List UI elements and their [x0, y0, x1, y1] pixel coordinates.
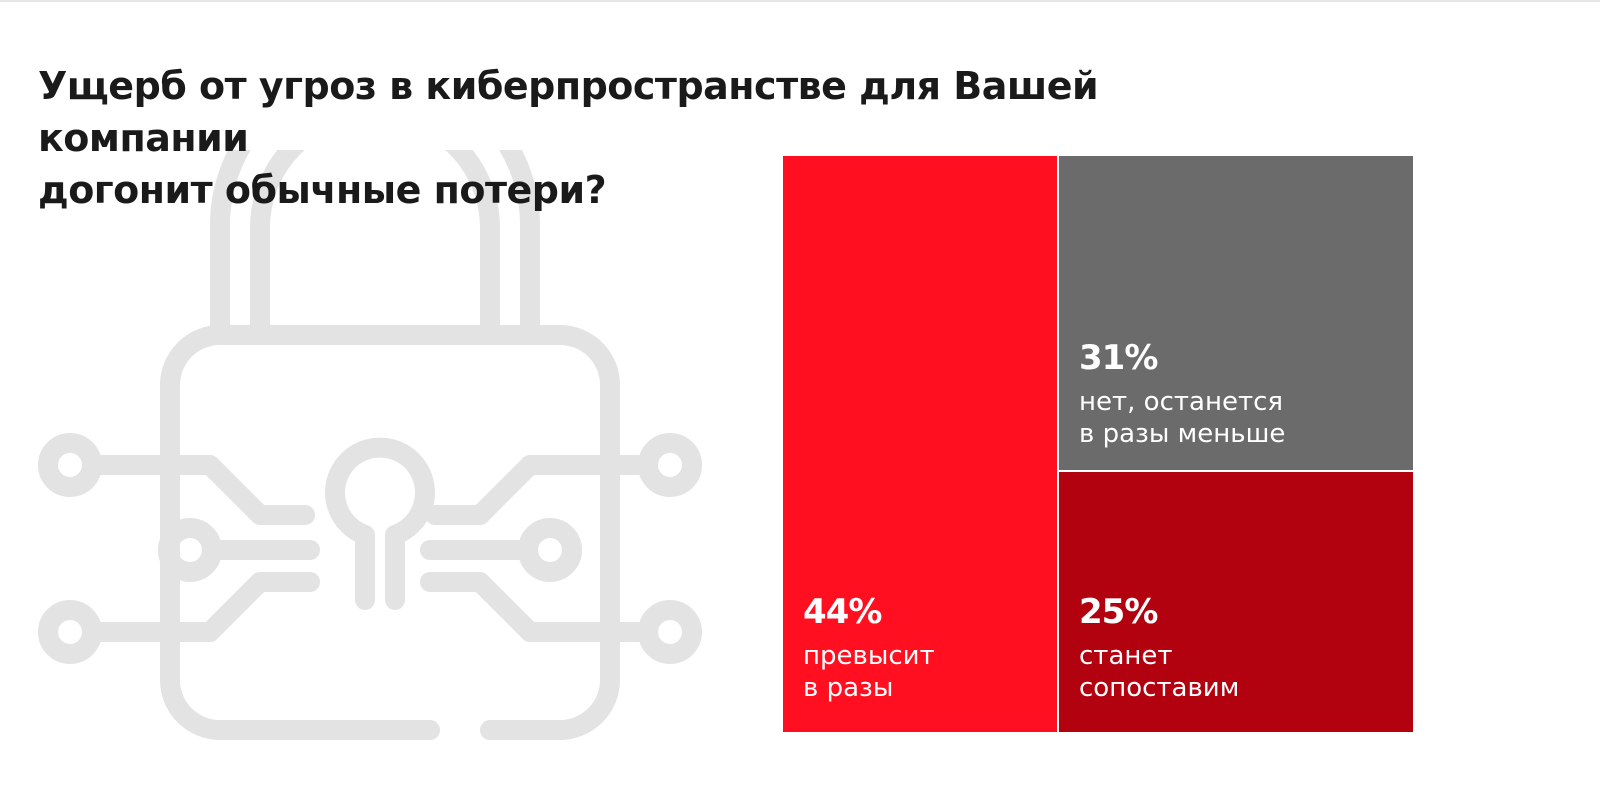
treemap-cell-exceed: 44% превысит в разы	[783, 156, 1057, 732]
treemap-chart: 44% превысит в разы 31% нет, останется в…	[783, 156, 1413, 732]
treemap-label: превысит в разы	[803, 641, 935, 703]
page-title: Ущерб от угроз в киберпространстве для В…	[38, 60, 1238, 216]
treemap-cell-less: 31% нет, останется в разы меньше	[1059, 156, 1413, 470]
treemap-value: 44%	[803, 592, 882, 632]
top-divider	[0, 0, 1600, 2]
padlock-circuit-icon	[38, 150, 702, 740]
title-line-1: Ущерб от угроз в киберпространстве для В…	[38, 64, 1099, 160]
treemap-label: нет, останется в разы меньше	[1079, 387, 1286, 449]
title-line-2: догонит обычные потери?	[38, 168, 607, 212]
treemap-value: 31%	[1079, 338, 1158, 378]
treemap-value: 25%	[1079, 592, 1158, 632]
treemap-label: станет сопоставим	[1079, 641, 1240, 703]
treemap-cell-comparable: 25% станет сопоставим	[1059, 472, 1413, 732]
